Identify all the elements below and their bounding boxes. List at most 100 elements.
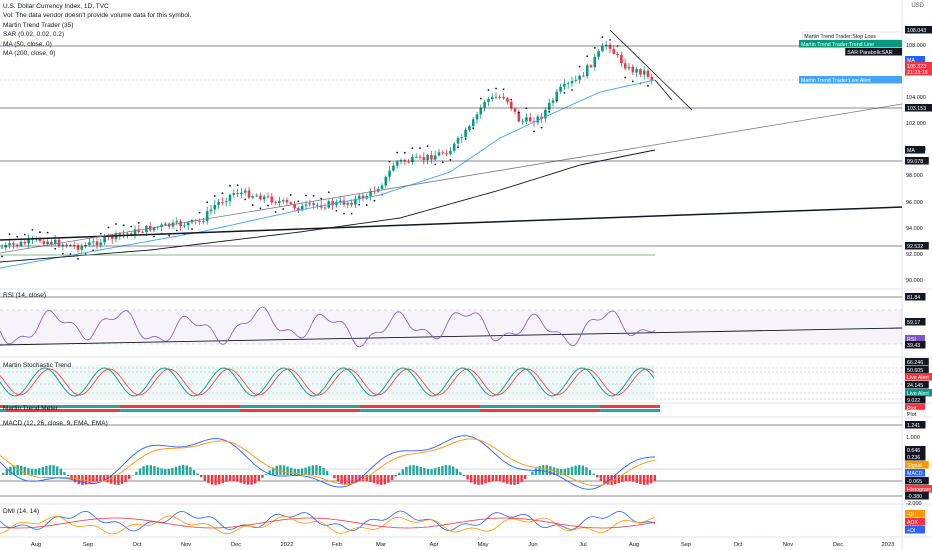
price-badge-label: 81.84	[907, 295, 920, 301]
histogram-bar	[513, 475, 516, 485]
macd-scale-tick: 1.000	[906, 435, 920, 441]
main-legend: U.S. Dollar Currency Index, 1D, TVC Vol:…	[3, 2, 191, 58]
price-badge	[799, 40, 902, 48]
trend-meter-legend[interactable]: Martin Trend Meter	[3, 405, 58, 412]
price-scale[interactable]: 108.000106.000104.000102.000100.00098.00…	[799, 26, 932, 534]
time-axis[interactable]: Aug Sep Oct Nov Dec 2022 Feb Mar Apr May Jun Jul Aug…	[31, 542, 895, 548]
candle-body	[281, 200, 285, 202]
histogram-bar	[70, 475, 73, 480]
trend-line-thin	[0, 103, 903, 254]
stoch-legend[interactable]: Martin Stochastic Trend	[3, 362, 72, 369]
candle-body	[236, 193, 239, 195]
sar-dot	[419, 147, 421, 150]
symbol-title[interactable]: U.S. Dollar Currency Index, 1D, TVC	[3, 3, 109, 10]
trend-meter-cell	[72, 409, 78, 412]
histogram-bar	[506, 475, 509, 484]
candle-body	[525, 117, 528, 122]
trend-meter-cell	[108, 409, 114, 412]
candle-body	[585, 65, 589, 77]
time-axis-label: 2022	[281, 542, 294, 548]
candle-body	[293, 204, 296, 209]
trend-meter-cell	[174, 409, 180, 412]
trend-meter-cell	[240, 405, 246, 408]
candle-body	[8, 243, 11, 246]
legend-ma50[interactable]: MA (50, close, 0)	[3, 40, 52, 48]
candle-body	[221, 202, 224, 203]
legend-volume[interactable]: Vol: The data vendor doesn't provide vol…	[3, 12, 192, 20]
trend-meter-cell	[486, 409, 492, 412]
sar-dot	[609, 38, 611, 41]
candle-body	[156, 226, 160, 228]
macd-pane[interactable]	[0, 424, 902, 497]
sar-dot	[327, 191, 330, 194]
candle-body	[15, 244, 19, 246]
trend-meter-cell	[492, 405, 498, 408]
price-badge-label: RSI	[907, 337, 916, 343]
macd-legend[interactable]: MACD (12, 26, close, 9, EMA, EMA)	[3, 420, 108, 427]
histogram-bar	[567, 467, 570, 475]
price-badge-label: 50.605	[907, 368, 923, 374]
rsi-pane[interactable]	[0, 296, 903, 348]
trend-meter-cell	[498, 409, 504, 412]
price-badge	[905, 446, 926, 454]
sar-dot	[517, 111, 520, 114]
legend-sar[interactable]: SAR (0.02, 0.02, 0.2)	[3, 31, 65, 39]
stochastic-pane[interactable]	[0, 365, 902, 400]
trend-meter-pane[interactable]	[0, 405, 660, 412]
histogram-bar	[452, 466, 455, 475]
histogram-bar	[362, 475, 365, 482]
price-badge-label: 59.17	[907, 320, 920, 326]
price-pane[interactable]	[0, 29, 903, 269]
candle-body	[133, 229, 137, 236]
trend-meter-cell	[648, 409, 654, 412]
histogram-bar	[419, 466, 422, 475]
candle-body	[441, 152, 445, 154]
trend-meter-cell	[384, 409, 390, 412]
candle-body	[137, 229, 141, 232]
minus-di-line	[0, 515, 656, 535]
candle-body	[460, 137, 464, 139]
histogram-bar	[45, 465, 48, 475]
histogram-bar	[380, 475, 383, 485]
trend-meter-cell	[132, 409, 138, 412]
histogram-bar	[326, 471, 329, 475]
trend-meter-cell	[432, 405, 438, 408]
trend-meter-cell	[168, 405, 174, 408]
price-scale-tick: 90.000	[906, 278, 923, 284]
dmi-pane[interactable]	[0, 510, 656, 535]
rsi-legend[interactable]: RSI (14, close)	[3, 292, 46, 299]
sar-dot	[31, 228, 34, 231]
trend-meter-cell	[342, 409, 348, 412]
trend-meter-cell	[66, 409, 72, 412]
candle-body	[65, 244, 68, 246]
dmi-legend[interactable]: DMI (14, 14)	[3, 508, 40, 515]
ma50-line	[0, 79, 656, 269]
histogram-bar	[146, 465, 149, 475]
legend-ma200[interactable]: MA (200, close, 0)	[3, 49, 56, 57]
trend-meter-cell	[318, 405, 324, 408]
legend-martin-trend-trader[interactable]: Martin Trend Trader (35)	[3, 21, 74, 29]
sar-dot	[297, 200, 300, 203]
histogram-bar	[164, 468, 167, 475]
candle-body	[354, 198, 357, 205]
trend-meter-cell	[510, 409, 516, 412]
histogram-bar	[477, 475, 480, 485]
rsi-trend-line	[0, 327, 903, 346]
trend-meter-cell	[84, 409, 90, 412]
time-axis-label: Aug	[629, 542, 639, 548]
trend-meter-cell	[90, 409, 96, 412]
sar-dot	[358, 203, 361, 206]
candle-body	[380, 185, 384, 189]
histogram-bar	[498, 475, 502, 482]
candle-body	[183, 225, 186, 227]
histogram-bar	[653, 475, 656, 481]
price-badge-label: -0.380	[907, 494, 922, 500]
candle-body	[53, 239, 57, 244]
histogram-bar	[286, 466, 289, 475]
histogram-bar	[221, 475, 224, 484]
candle-body	[506, 98, 509, 102]
trend-meter-cell	[186, 409, 192, 412]
candle-body	[232, 193, 236, 195]
trend-meter-cell	[354, 405, 360, 408]
